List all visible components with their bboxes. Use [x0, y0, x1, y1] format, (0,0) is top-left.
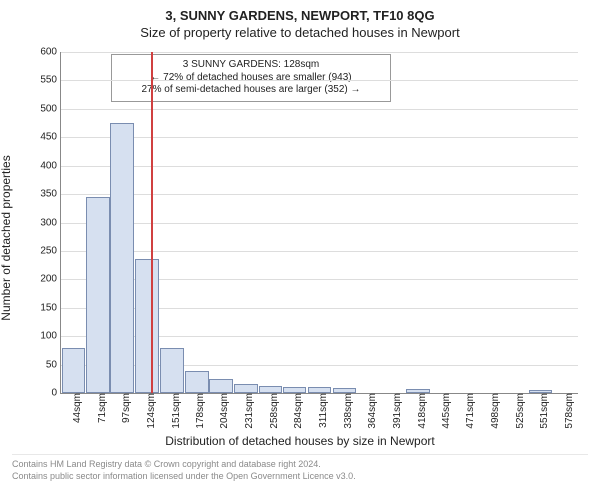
- histogram-bar: [234, 384, 258, 393]
- gridline: [61, 109, 578, 110]
- footnote: Contains HM Land Registry data © Crown c…: [12, 454, 588, 482]
- callout-line1: 3 SUNNY GARDENS: 128sqm: [118, 59, 384, 72]
- gridline: [61, 80, 578, 81]
- y-tick-label: 600: [40, 47, 61, 58]
- y-axis-label: Number of detached properties: [0, 155, 13, 320]
- histogram-bar: [62, 348, 86, 393]
- y-tick-label: 0: [51, 388, 61, 399]
- gridline: [61, 223, 578, 224]
- histogram-bar: [209, 379, 233, 393]
- footnote-line1: Contains HM Land Registry data © Crown c…: [12, 459, 588, 471]
- y-tick-label: 550: [40, 75, 61, 86]
- x-axis-label: Distribution of detached houses by size …: [12, 434, 588, 448]
- callout-line3: 27% of semi-detached houses are larger (…: [118, 84, 384, 97]
- y-tick-label: 500: [40, 103, 61, 114]
- y-tick-label: 350: [40, 189, 61, 200]
- y-tick-label: 250: [40, 245, 61, 256]
- chart-subtitle: Size of property relative to detached ho…: [12, 25, 588, 40]
- y-tick-label: 100: [40, 331, 61, 342]
- histogram-bar: [160, 348, 184, 393]
- histogram-bar: [185, 371, 209, 393]
- plot-area: 3 SUNNY GARDENS: 128sqm ← 72% of detache…: [60, 52, 578, 394]
- gridline: [61, 194, 578, 195]
- chart-title: 3, SUNNY GARDENS, NEWPORT, TF10 8QG: [12, 8, 588, 23]
- footnote-line2: Contains public sector information licen…: [12, 471, 588, 483]
- gridline: [61, 166, 578, 167]
- histogram-bar: [110, 123, 134, 393]
- gridline: [61, 137, 578, 138]
- marker-line: [151, 52, 153, 393]
- y-tick-label: 50: [46, 359, 61, 370]
- y-tick-label: 200: [40, 274, 61, 285]
- gridline: [61, 251, 578, 252]
- callout-line2: ← 72% of detached houses are smaller (94…: [118, 72, 384, 85]
- y-tick-label: 300: [40, 217, 61, 228]
- chart-container: 3, SUNNY GARDENS, NEWPORT, TF10 8QG Size…: [0, 0, 600, 500]
- y-tick-label: 400: [40, 160, 61, 171]
- y-tick-label: 450: [40, 132, 61, 143]
- gridline: [61, 52, 578, 53]
- histogram-bar: [259, 386, 283, 393]
- histogram-bar: [135, 259, 159, 393]
- histogram-bar: [86, 197, 110, 393]
- chart-wrap: Number of detached properties 3 SUNNY GA…: [12, 44, 588, 432]
- y-tick-label: 150: [40, 302, 61, 313]
